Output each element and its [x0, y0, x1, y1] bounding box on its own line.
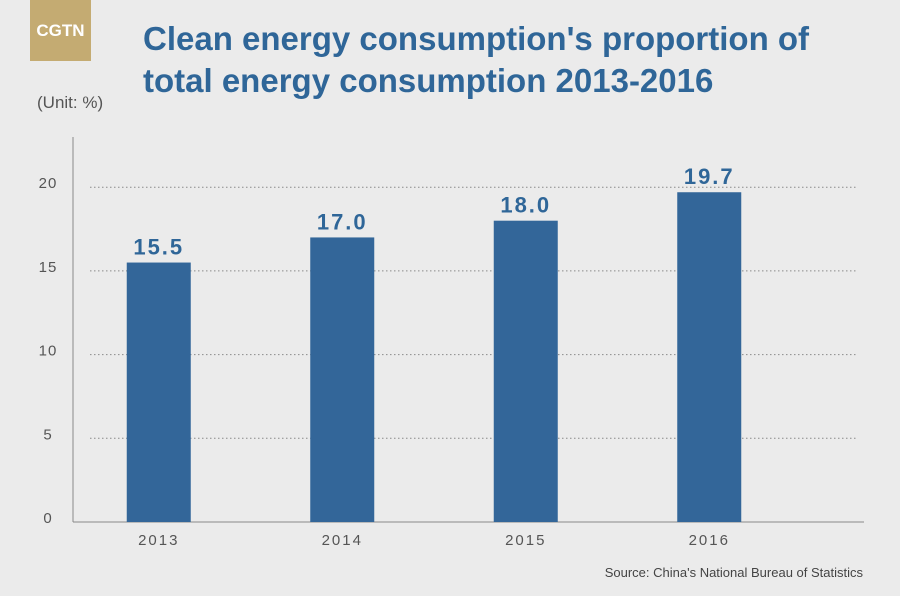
- bar-2015: [493, 220, 558, 522]
- x-tick-label-2014: 2014: [322, 532, 363, 549]
- unit-label: (Unit: %): [37, 93, 104, 112]
- data-labels: 15.5 17.0 18.0 19.7: [133, 164, 735, 260]
- y-tick-labels: 0 5 10 15 20: [39, 175, 58, 527]
- y-tick-label: 5: [43, 426, 52, 443]
- bar-2016: [677, 192, 742, 522]
- x-tick-labels: 2013 2014 2015 2016: [138, 532, 730, 549]
- x-tick-label-2015: 2015: [505, 532, 546, 549]
- data-label-2016: 19.7: [684, 164, 735, 189]
- data-label-2014: 17.0: [317, 209, 368, 234]
- source-note: Source: China's National Bureau of Stati…: [604, 565, 863, 580]
- x-tick-label-2013: 2013: [138, 532, 179, 549]
- bars: [126, 192, 742, 522]
- y-tick-label: 20: [39, 175, 58, 192]
- data-label-2015: 18.0: [500, 193, 551, 218]
- y-tick-label: 0: [43, 510, 52, 527]
- chart-title: Clean energy consumption's proportion of…: [143, 20, 810, 99]
- bar-2013: [126, 262, 191, 522]
- cgtn-logo: CGTN: [30, 0, 91, 61]
- bar-2014: [310, 237, 375, 522]
- x-tick-label-2016: 2016: [689, 532, 730, 549]
- data-label-2013: 15.5: [133, 235, 184, 260]
- y-tick-label: 15: [39, 259, 58, 276]
- y-tick-label: 10: [39, 343, 58, 360]
